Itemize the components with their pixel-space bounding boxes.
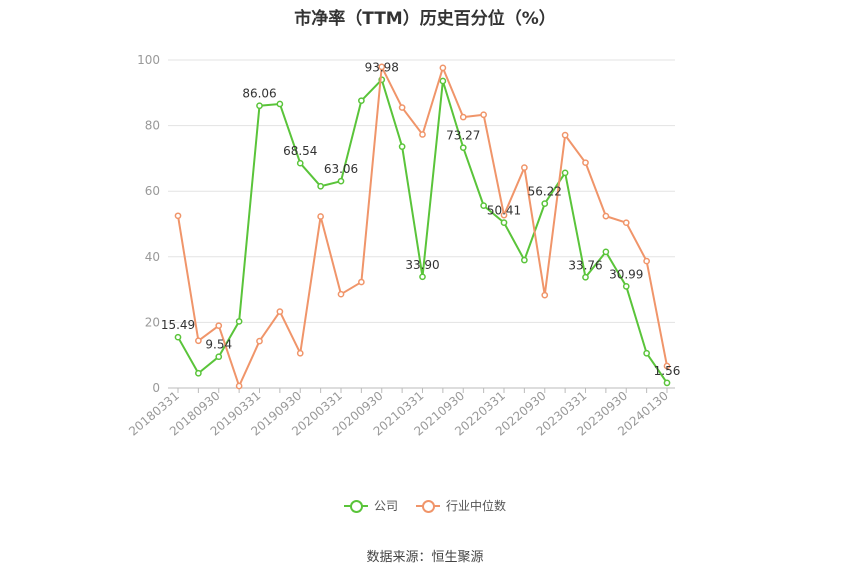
data-point: [317, 182, 324, 190]
gridlines: [168, 59, 675, 323]
data-point: [521, 256, 528, 264]
data-label: 63.06: [324, 162, 358, 176]
data-point: [663, 362, 671, 370]
data-label: 15.49: [161, 318, 195, 332]
legend-label: 行业中位数: [446, 499, 507, 513]
data-point: [195, 369, 202, 377]
data-point: [541, 200, 549, 207]
legend: 公司 行业中位数: [0, 497, 850, 514]
data-point: [174, 212, 182, 220]
data-label: 86.06: [242, 87, 276, 101]
data-point: [276, 308, 284, 315]
data-point: [337, 290, 345, 298]
data-point: [561, 131, 569, 139]
data-point: [398, 104, 406, 111]
data-point: [419, 131, 426, 138]
data-point: [602, 212, 610, 220]
legend-swatch-icon: [343, 499, 368, 513]
data-point: [337, 177, 345, 185]
data-label: 9.54: [205, 338, 232, 352]
y-tick-label: 80: [145, 119, 160, 133]
data-point: [195, 337, 202, 345]
data-point: [174, 333, 182, 341]
data-point: [215, 353, 223, 361]
chart-title: 市净率（TTM）历史百分位（%）: [294, 9, 556, 29]
data-label: 33.76: [568, 258, 602, 272]
data-point: [296, 349, 304, 357]
data-label: 1.56: [654, 364, 681, 378]
y-tick-label: 20: [145, 315, 160, 329]
data-point: [459, 144, 467, 152]
data-point: [235, 382, 243, 390]
data-point: [358, 278, 365, 286]
data-point: [643, 257, 650, 265]
data-point: [500, 219, 508, 227]
data-point: [215, 322, 223, 330]
data-point: [643, 349, 650, 357]
data-label: 68.54: [283, 144, 317, 158]
source-note: 数据来源：恒生聚源: [366, 550, 484, 565]
data-point: [317, 213, 324, 220]
data-label: 73.27: [446, 129, 480, 143]
data-point: [663, 379, 671, 387]
data-point: [541, 291, 549, 299]
data-point: [296, 159, 304, 167]
data-point: [459, 113, 467, 121]
data-labels: 15.49 9.54 86.06 68.54 63.06 93.98 33.90 73.27 5…: [161, 61, 681, 378]
data-label: 56.22: [528, 185, 562, 199]
data-point: [582, 159, 589, 167]
data-point: [480, 202, 487, 209]
y-tick-label: 100: [137, 53, 160, 67]
data-point: [378, 63, 386, 71]
data-point: [622, 283, 630, 290]
legend-label: 公司: [373, 499, 398, 513]
data-point: [521, 164, 528, 171]
data-label: 93.98: [365, 61, 399, 75]
data-label: 30.99: [609, 267, 643, 281]
data-point: [358, 97, 365, 105]
legend-item-1[interactable]: 行业中位数: [416, 497, 506, 514]
data-point: [398, 143, 406, 150]
data-point: [256, 337, 263, 345]
legend-swatch-icon: [416, 499, 440, 513]
line-chart: 0204060801002018033120180930201903312019…: [126, 53, 681, 439]
data-point: [561, 169, 569, 177]
data-point: [602, 248, 610, 256]
data-point: [439, 77, 447, 85]
y-tick-label: 40: [145, 250, 160, 264]
data-point: [419, 273, 426, 281]
data-point: [235, 318, 243, 325]
series-line-1: [177, 65, 668, 388]
data-point: [480, 111, 487, 119]
data-point: [439, 64, 447, 72]
axes: 0204060801002018033120180930201903312019…: [126, 53, 675, 439]
data-label: 50.41: [487, 204, 521, 218]
y-tick-label: 60: [145, 184, 160, 198]
y-tick-label: 0: [152, 381, 160, 395]
data-label: 33.90: [405, 258, 439, 272]
data-point: [622, 219, 630, 227]
data-point: [582, 273, 589, 281]
legend-item-0[interactable]: 公司: [343, 497, 398, 514]
data-point: [276, 100, 284, 108]
series-lines: [174, 63, 671, 390]
data-point: [500, 211, 508, 219]
data-point: [256, 102, 263, 110]
